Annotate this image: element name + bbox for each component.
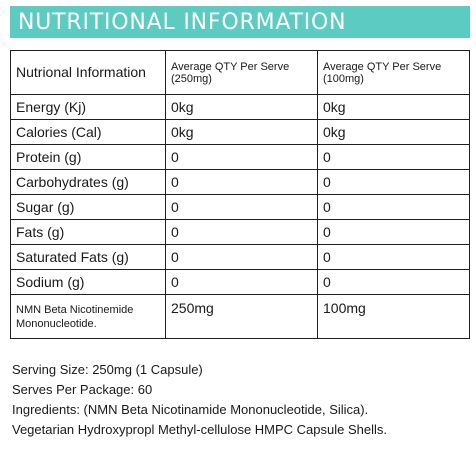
row-value-250mg: 0 [165,219,318,245]
row-value-250mg: 250mg [165,294,318,339]
row-value-100mg: 0 [317,169,470,195]
row-value-250mg: 0 [165,144,318,170]
title-banner: NUTRITIONAL INFORMATION [10,6,470,38]
row-value-100mg: 0 [317,269,470,295]
row-value-100mg: 100mg [317,294,470,339]
row-value-100mg: 0 [317,219,470,245]
row-value-250mg: 0 [165,244,318,270]
row-label: Carbohydrates (g) [10,169,166,195]
ingredients: Ingredients: (NMN Beta Nicotinamide Mono… [12,402,369,417]
row-value-250mg: 0kg [165,119,318,145]
nutrition-table: Nutrional Information Average QTY Per Se… [10,50,470,339]
row-label: Fats (g) [10,219,166,245]
table-row: Protein (g) 0 0 [10,144,470,170]
row-value-250mg: 0 [165,194,318,220]
row-label: Protein (g) [10,144,166,170]
capsule-info: Vegetarian Hydroxypropl Methyl-cellulose… [12,422,388,437]
table-row: Carbohydrates (g) 0 0 [10,169,470,195]
table-row: Energy (Kj) 0kg 0kg [10,94,470,120]
header-serve-250mg: Average QTY Per Serve (250mg) [165,50,318,95]
row-label: Sugar (g) [10,194,166,220]
table-row: Sodium (g) 0 0 [10,269,470,295]
header-serve-100mg: Average QTY Per Serve (100mg) [317,50,470,95]
row-value-100mg: 0 [317,144,470,170]
row-value-250mg: 0kg [165,94,318,120]
table-row: Sugar (g) 0 0 [10,194,470,220]
table-row: NMN Beta Nicotinemide Mononucleotide. 25… [10,294,470,339]
row-value-100mg: 0kg [317,94,470,120]
row-value-100mg: 0 [317,244,470,270]
row-label: Saturated Fats (g) [10,244,166,270]
row-value-100mg: 0 [317,194,470,220]
table-row: Fats (g) 0 0 [10,219,470,245]
product-details: Serving Size: 250mg (1 Capsule) Serves P… [12,360,467,440]
row-label: Calories (Cal) [10,119,166,145]
serving-size: Serving Size: 250mg (1 Capsule) [12,362,203,377]
table-row: Saturated Fats (g) 0 0 [10,244,470,270]
serves-per-package: Serves Per Package: 60 [12,382,153,397]
row-label: Energy (Kj) [10,94,166,120]
row-label: NMN Beta Nicotinemide Mononucleotide. [10,294,166,339]
row-label: Sodium (g) [10,269,166,295]
row-value-250mg: 0 [165,169,318,195]
page-title: NUTRITIONAL INFORMATION [18,9,347,35]
table-row: Calories (Cal) 0kg 0kg [10,119,470,145]
header-label: Nutrional Information [10,50,166,95]
table-header-row: Nutrional Information Average QTY Per Se… [10,50,470,95]
row-value-100mg: 0kg [317,119,470,145]
row-value-250mg: 0 [165,269,318,295]
